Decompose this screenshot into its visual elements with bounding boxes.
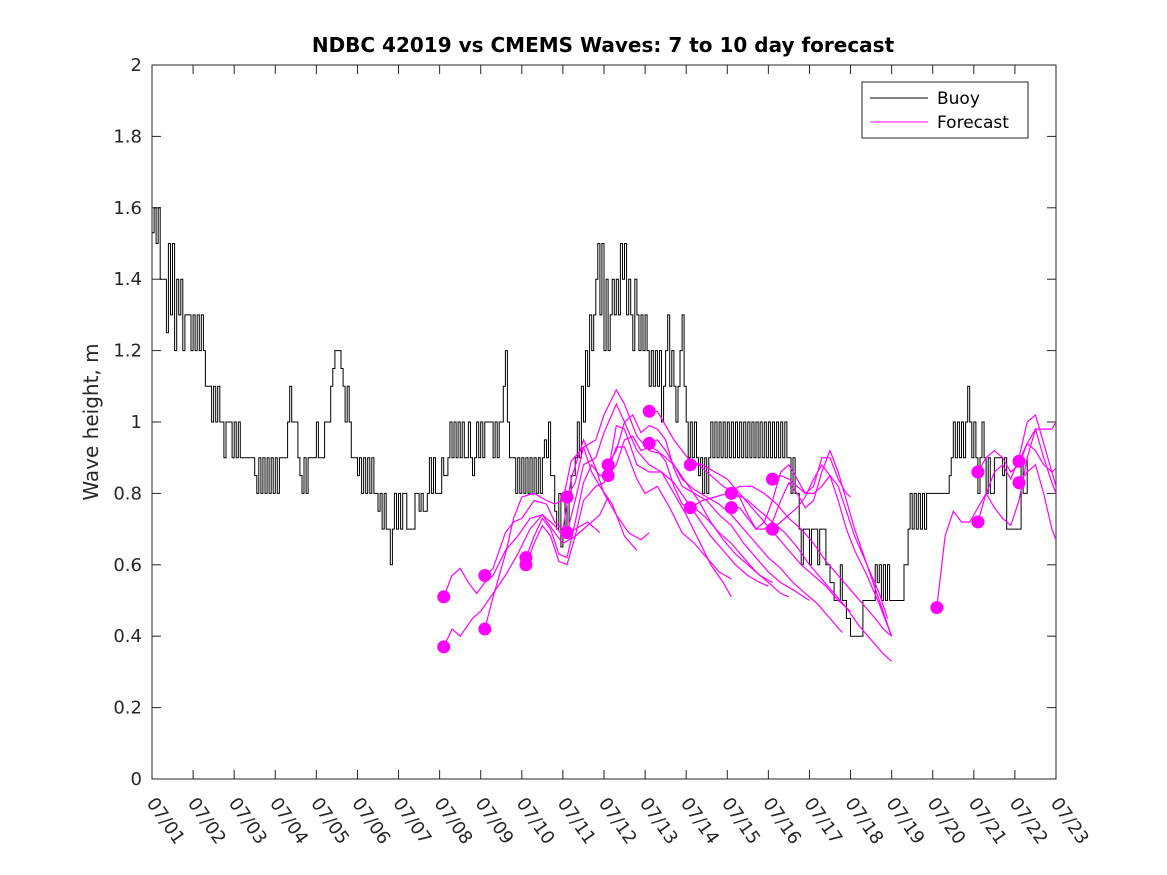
- forecast-series-line: [566, 402, 769, 587]
- forecast-series-line: [566, 388, 773, 584]
- forecast-start-marker: [724, 501, 738, 515]
- forecast-start-marker: [724, 486, 738, 500]
- y-tick-label: 1.6: [113, 198, 142, 219]
- forecast-start-marker: [478, 569, 492, 583]
- chart-title: NDBC 42019 vs CMEMS Waves: 7 to 10 day f…: [312, 33, 895, 57]
- forecast-start-marker: [560, 526, 574, 540]
- forecast-series-line: [443, 496, 609, 648]
- forecast-start-marker: [765, 472, 779, 486]
- x-tick-label: 07/19: [882, 794, 929, 849]
- y-tick-label: 0.4: [113, 626, 142, 647]
- forecast-series-line: [731, 457, 851, 531]
- forecast-series-line: [525, 446, 732, 580]
- x-tick-label: 07/01: [142, 794, 189, 849]
- forecast-start-marker: [683, 501, 697, 515]
- forecast-start-marker: [478, 622, 492, 636]
- x-tick-label: 07/06: [347, 794, 394, 849]
- forecast-series-line: [731, 448, 893, 637]
- forecast-start-marker: [642, 404, 656, 418]
- y-tick-label: 0.2: [113, 698, 142, 719]
- forecast-start-marker: [437, 640, 451, 654]
- forecast-series-line: [689, 485, 892, 637]
- x-tick-label: 07/23: [1046, 794, 1093, 849]
- data-layer: [152, 207, 1056, 662]
- x-tick-label: 07/20: [923, 794, 970, 849]
- x-tick-label: 07/04: [265, 794, 312, 849]
- forecast-series-line: [1018, 463, 1056, 541]
- forecast-series-line: [690, 464, 892, 662]
- y-tick-label: 0.8: [113, 483, 142, 504]
- x-tick-label: 07/14: [676, 794, 723, 849]
- forecast-start-marker: [601, 458, 615, 472]
- x-tick-label: 07/10: [512, 794, 559, 849]
- y-tick-label: 2: [131, 55, 142, 76]
- forecast-series-line: [648, 439, 843, 633]
- forecast-series-line: [1018, 427, 1056, 494]
- forecast-start-marker: [1012, 476, 1026, 490]
- x-tick-label: 07/05: [306, 794, 353, 849]
- y-tick-label: 0.6: [113, 555, 142, 576]
- y-tick-label: 1.8: [113, 126, 142, 147]
- x-tick-label: 07/11: [553, 794, 600, 849]
- x-tick-label: 07/12: [594, 794, 641, 849]
- forecast-series-line: [649, 410, 851, 612]
- forecast-series-line: [607, 413, 810, 602]
- legend: Buoy Forecast: [861, 81, 1029, 139]
- legend-label: Buoy: [937, 89, 980, 109]
- x-tick-label: 07/02: [183, 794, 230, 849]
- forecast-series-line: [772, 474, 889, 619]
- x-tick-label: 07/21: [964, 794, 1011, 849]
- x-tick-label: 07/03: [224, 794, 271, 849]
- buoy-series-line: [152, 207, 1028, 637]
- x-tick-label: 07/22: [1005, 794, 1052, 849]
- forecast-start-marker: [601, 469, 615, 483]
- y-tick-label: 1.4: [113, 269, 142, 290]
- forecast-series-line: [525, 424, 732, 598]
- x-tick-label: 07/15: [717, 794, 764, 849]
- forecast-start-marker: [437, 590, 451, 604]
- forecast-series-line: [772, 463, 893, 637]
- forecast-start-marker: [1012, 454, 1026, 468]
- forecast-start-marker: [765, 522, 779, 536]
- y-axis-label: Wave height, m: [79, 343, 103, 500]
- forecast-series-line: [936, 421, 1056, 608]
- y-tick-label: 0: [131, 769, 142, 790]
- x-tick-label: 07/18: [840, 794, 887, 849]
- forecast-series-line: [607, 435, 790, 598]
- legend-label: Forecast: [937, 113, 1009, 133]
- x-tick-label: 07/13: [635, 794, 682, 849]
- y-tick-label: 1: [131, 412, 142, 433]
- forecast-start-marker: [642, 436, 656, 450]
- x-tick-label: 07/16: [758, 794, 805, 849]
- forecast-start-marker: [930, 601, 944, 615]
- legend-box: [861, 81, 1029, 139]
- x-tick-label: 07/08: [430, 794, 477, 849]
- y-tick-label: 1.2: [113, 341, 142, 362]
- x-tick-label: 07/17: [799, 794, 846, 849]
- forecast-start-marker: [519, 558, 533, 572]
- forecast-start-marker: [971, 465, 985, 479]
- forecast-start-marker: [683, 458, 697, 472]
- plot-area: 00.20.40.60.811.21.41.61.8207/0107/0207/…: [113, 55, 1093, 848]
- forecast-start-marker: [560, 490, 574, 504]
- x-tick-label: 07/09: [471, 794, 518, 849]
- x-tick-label: 07/07: [388, 794, 435, 849]
- forecast-series-line: [484, 445, 638, 630]
- forecast-start-marker: [971, 515, 985, 529]
